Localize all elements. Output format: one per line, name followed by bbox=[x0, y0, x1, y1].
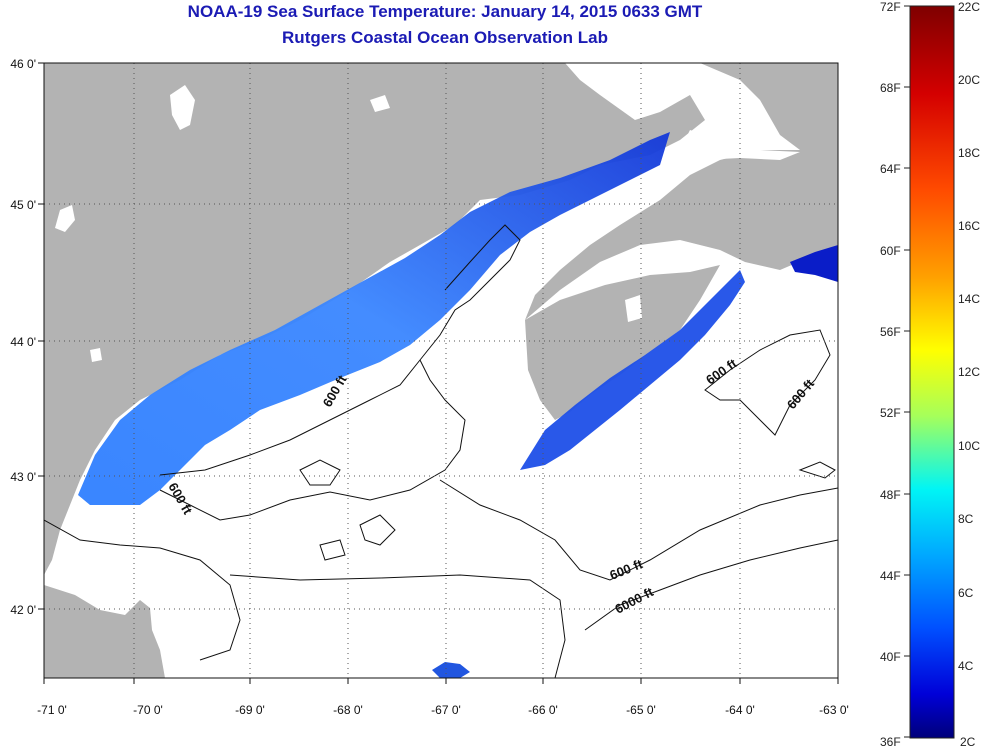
colorbar-f-label: 52F bbox=[880, 406, 901, 420]
colorbar-f-label: 68F bbox=[880, 81, 901, 95]
colorbar-f-label: 40F bbox=[880, 650, 901, 664]
colorbar-c-label: 22C bbox=[958, 0, 980, 14]
inland-lakes bbox=[55, 85, 800, 362]
map-title: NOAA-19 Sea Surface Temperature: January… bbox=[187, 2, 703, 21]
colorbar-ticks bbox=[904, 5, 910, 738]
map-subtitle: Rutgers Coastal Ocean Observation Lab bbox=[282, 28, 608, 47]
colorbar-f-label: 44F bbox=[880, 569, 901, 583]
lon-label: -66 0' bbox=[528, 703, 558, 717]
sst-patch-south bbox=[432, 662, 470, 678]
lon-label: -69 0' bbox=[235, 703, 265, 717]
sst-colorbar bbox=[909, 5, 955, 739]
colorbar-c-label: 10C bbox=[958, 439, 980, 453]
lon-label: -63 0' bbox=[819, 703, 849, 717]
colorbar-c-label: 20C bbox=[958, 73, 980, 87]
lon-label: -71 0' bbox=[37, 703, 67, 717]
colorbar-c-label: 12C bbox=[958, 365, 980, 379]
lon-label: -70 0' bbox=[133, 703, 163, 717]
colorbar-f-label: 56F bbox=[880, 325, 901, 339]
colorbar-c-label: 14C bbox=[958, 292, 980, 306]
land-new-england bbox=[44, 63, 705, 575]
sst-swath-eastern-shelf bbox=[790, 245, 838, 282]
lat-label: 42 0' bbox=[10, 603, 36, 617]
lon-label: -64 0' bbox=[725, 703, 755, 717]
sst-swath-gulf-of-maine bbox=[78, 132, 670, 505]
land-nova-scotia bbox=[525, 63, 838, 320]
colorbar-c-label: 18C bbox=[958, 146, 980, 160]
lon-label: -65 0' bbox=[626, 703, 656, 717]
lat-label: 43 0' bbox=[10, 470, 36, 484]
plot-frame bbox=[43, 62, 839, 679]
colorbar-c-label: 8C bbox=[958, 512, 974, 526]
bathymetry-contours bbox=[44, 224, 838, 678]
lon-label: -68 0' bbox=[333, 703, 363, 717]
colorbar-f-label: 48F bbox=[880, 488, 901, 502]
lat-label: 45 0' bbox=[10, 198, 36, 212]
colorbar-f-label: 64F bbox=[880, 162, 901, 176]
colorbar-f-label: 36F bbox=[880, 735, 901, 749]
colorbar-c-label: 16C bbox=[958, 219, 980, 233]
land-cape-cod bbox=[44, 585, 165, 678]
colorbar-c-label: 2C bbox=[960, 735, 976, 749]
lat-label: 46 0' bbox=[10, 57, 36, 71]
axis-ticks bbox=[38, 62, 839, 684]
lon-label: -67 0' bbox=[431, 703, 461, 717]
sst-swath-scotian-shelf bbox=[520, 270, 745, 470]
colorbar-c-label: 6C bbox=[958, 586, 974, 600]
lat-label: 44 0' bbox=[10, 335, 36, 349]
colorbar-f-label: 72F bbox=[880, 0, 901, 14]
colorbar-c-label: 4C bbox=[958, 659, 974, 673]
land-nova-scotia-south bbox=[525, 265, 720, 420]
colorbar-f-label: 60F bbox=[880, 244, 901, 258]
